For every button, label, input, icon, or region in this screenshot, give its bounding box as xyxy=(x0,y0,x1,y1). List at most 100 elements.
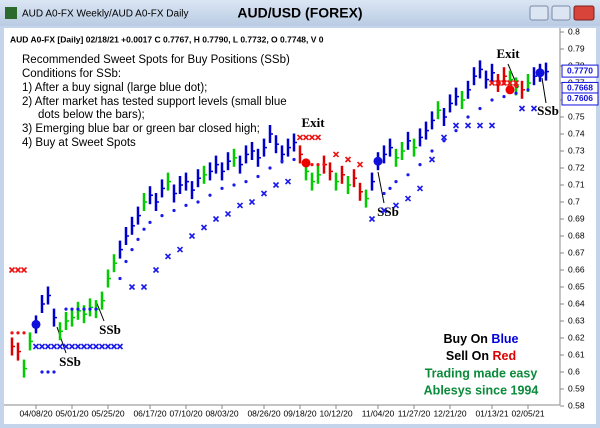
support-dots xyxy=(388,186,392,190)
cross-stroke xyxy=(188,232,196,240)
red-crosses xyxy=(494,79,502,87)
cross-stroke xyxy=(92,343,100,350)
blue-crosses xyxy=(74,343,82,350)
cross-stroke xyxy=(74,343,82,350)
cross-stroke xyxy=(32,343,40,350)
price-bar xyxy=(112,254,117,273)
support-dots xyxy=(208,193,212,197)
cross-stroke xyxy=(368,215,376,223)
blue-crosses xyxy=(56,343,64,350)
support-dots xyxy=(454,129,458,133)
price-bar xyxy=(346,176,351,194)
support-dots xyxy=(130,248,134,252)
price-bar xyxy=(124,227,129,245)
legend-text: Buy On xyxy=(443,332,487,346)
y-tick-label: 0.58 xyxy=(568,400,585,410)
cross-stroke xyxy=(404,195,412,202)
support-dots xyxy=(184,203,188,207)
blue-crosses xyxy=(380,207,388,214)
note: Recommended Sweet Spots for Buy Position… xyxy=(22,54,290,66)
cross-stroke xyxy=(308,134,316,141)
red-crosses xyxy=(500,79,508,87)
price-bar xyxy=(442,108,447,126)
cross-stroke xyxy=(224,210,232,217)
price-bar xyxy=(172,184,177,203)
cross-stroke xyxy=(110,343,118,350)
chart-title: AUD/USD (FOREX) xyxy=(237,5,362,21)
price-bar xyxy=(364,189,369,208)
ssb-label: SSb xyxy=(99,322,121,337)
support-dots xyxy=(160,214,164,218)
red-crosses xyxy=(488,79,496,87)
price-bar xyxy=(10,337,15,356)
price-bar xyxy=(184,172,189,191)
cross-stroke xyxy=(428,156,436,163)
cross-stroke xyxy=(416,185,424,192)
x-tick-label: 06/17/20 xyxy=(133,408,166,418)
price-bar xyxy=(106,269,111,288)
note: dots below the bars); xyxy=(38,109,145,121)
price-bar xyxy=(412,138,417,157)
blue-crosses xyxy=(140,283,148,291)
note: 1) After a buy signal (large blue dot); xyxy=(22,82,207,94)
blue-crosses xyxy=(212,215,220,223)
cross-stroke xyxy=(14,266,22,274)
minimize-button[interactable] xyxy=(529,5,549,21)
red-dots xyxy=(316,163,320,167)
legend-item: Sell On Red xyxy=(446,349,516,363)
sell-signals xyxy=(301,158,311,168)
blue-crosses xyxy=(272,181,280,189)
blue-crosses xyxy=(284,178,292,185)
price-bar xyxy=(28,332,33,351)
price-bar xyxy=(328,162,333,181)
blue-crosses xyxy=(236,202,244,209)
y-tick-label: 0.59 xyxy=(568,383,585,393)
cross-stroke xyxy=(86,343,94,350)
cross-stroke xyxy=(380,207,388,214)
support-dots xyxy=(406,173,410,177)
price-bar xyxy=(244,145,249,164)
price-bar xyxy=(226,152,231,171)
y-tick-label: 0.65 xyxy=(568,281,585,291)
blue-crosses xyxy=(44,343,52,350)
cross-stroke xyxy=(512,79,520,87)
title-bar xyxy=(0,0,600,26)
cross-stroke xyxy=(164,253,172,260)
window-icon xyxy=(5,7,17,19)
y-tick-label: 0.73 xyxy=(568,145,585,155)
price-bar xyxy=(88,298,93,317)
legend-text: Blue xyxy=(491,332,518,346)
price-bar xyxy=(340,165,345,184)
price-bar xyxy=(532,67,537,86)
support-dots xyxy=(88,307,92,311)
y-tick-label: 0.63 xyxy=(568,315,585,325)
price-bar xyxy=(22,359,27,378)
legend-text: Sell On xyxy=(446,349,489,363)
cross-stroke xyxy=(488,79,496,87)
blue-crosses xyxy=(86,343,94,350)
support-dots xyxy=(40,370,44,374)
price-tag-label: 0.7668 xyxy=(567,83,593,93)
cross-stroke xyxy=(392,202,400,209)
blue-crosses xyxy=(92,343,100,350)
maximize-button[interactable] xyxy=(551,5,571,21)
price-bar xyxy=(190,181,195,200)
blue-crosses xyxy=(224,210,232,217)
y-tick-label: 0.64 xyxy=(568,298,585,308)
legend-item: Buy On Blue xyxy=(443,332,518,346)
close-button[interactable] xyxy=(573,5,595,21)
cross-stroke xyxy=(104,343,112,350)
red-crosses xyxy=(332,151,340,158)
price-bar xyxy=(70,308,75,327)
y-tick-label: 0.61 xyxy=(568,349,585,359)
blue-crosses xyxy=(440,134,448,141)
cross-stroke xyxy=(344,156,352,163)
price-bar xyxy=(202,165,207,184)
support-dots xyxy=(70,307,74,311)
price-bar xyxy=(388,138,393,157)
pointer xyxy=(541,77,547,104)
red-dots xyxy=(22,331,26,335)
price-bar xyxy=(418,128,423,147)
price-tag xyxy=(561,92,599,106)
red-crosses xyxy=(356,161,364,168)
